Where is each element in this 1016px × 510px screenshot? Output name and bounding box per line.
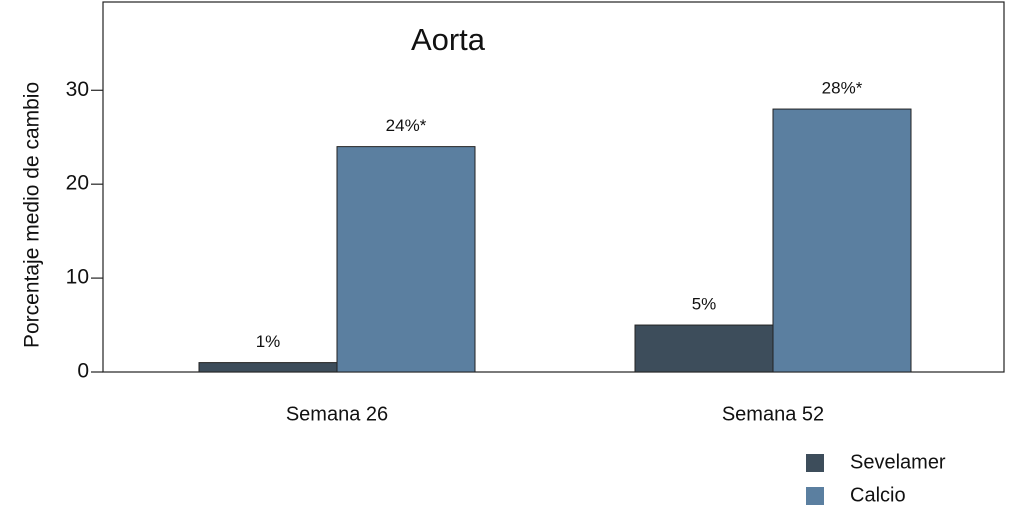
y-axis-title: Porcentaje medio de cambio xyxy=(21,82,44,348)
data-label: 28%* xyxy=(822,79,863,98)
bar xyxy=(198,362,338,373)
legend-label: Calcio xyxy=(850,484,906,506)
data-label: 24%* xyxy=(386,116,427,135)
bar xyxy=(634,324,774,373)
legend-swatch xyxy=(806,454,824,472)
plot-frame xyxy=(102,1,1005,373)
chart-title: Aorta xyxy=(411,22,486,57)
y-tick-label: 20 xyxy=(66,172,89,195)
bar xyxy=(772,108,912,373)
data-label: 1% xyxy=(256,332,281,351)
y-tick-label: 30 xyxy=(66,78,89,101)
x-tick-label: Semana 26 xyxy=(286,403,388,425)
bar xyxy=(336,146,476,373)
y-tick-label: 10 xyxy=(66,266,89,289)
x-tick-label: Semana 52 xyxy=(722,403,824,425)
data-label: 5% xyxy=(692,295,717,314)
y-tick-label: 0 xyxy=(77,360,89,383)
legend-label: Sevelamer xyxy=(850,451,946,473)
legend-swatch xyxy=(806,487,824,505)
